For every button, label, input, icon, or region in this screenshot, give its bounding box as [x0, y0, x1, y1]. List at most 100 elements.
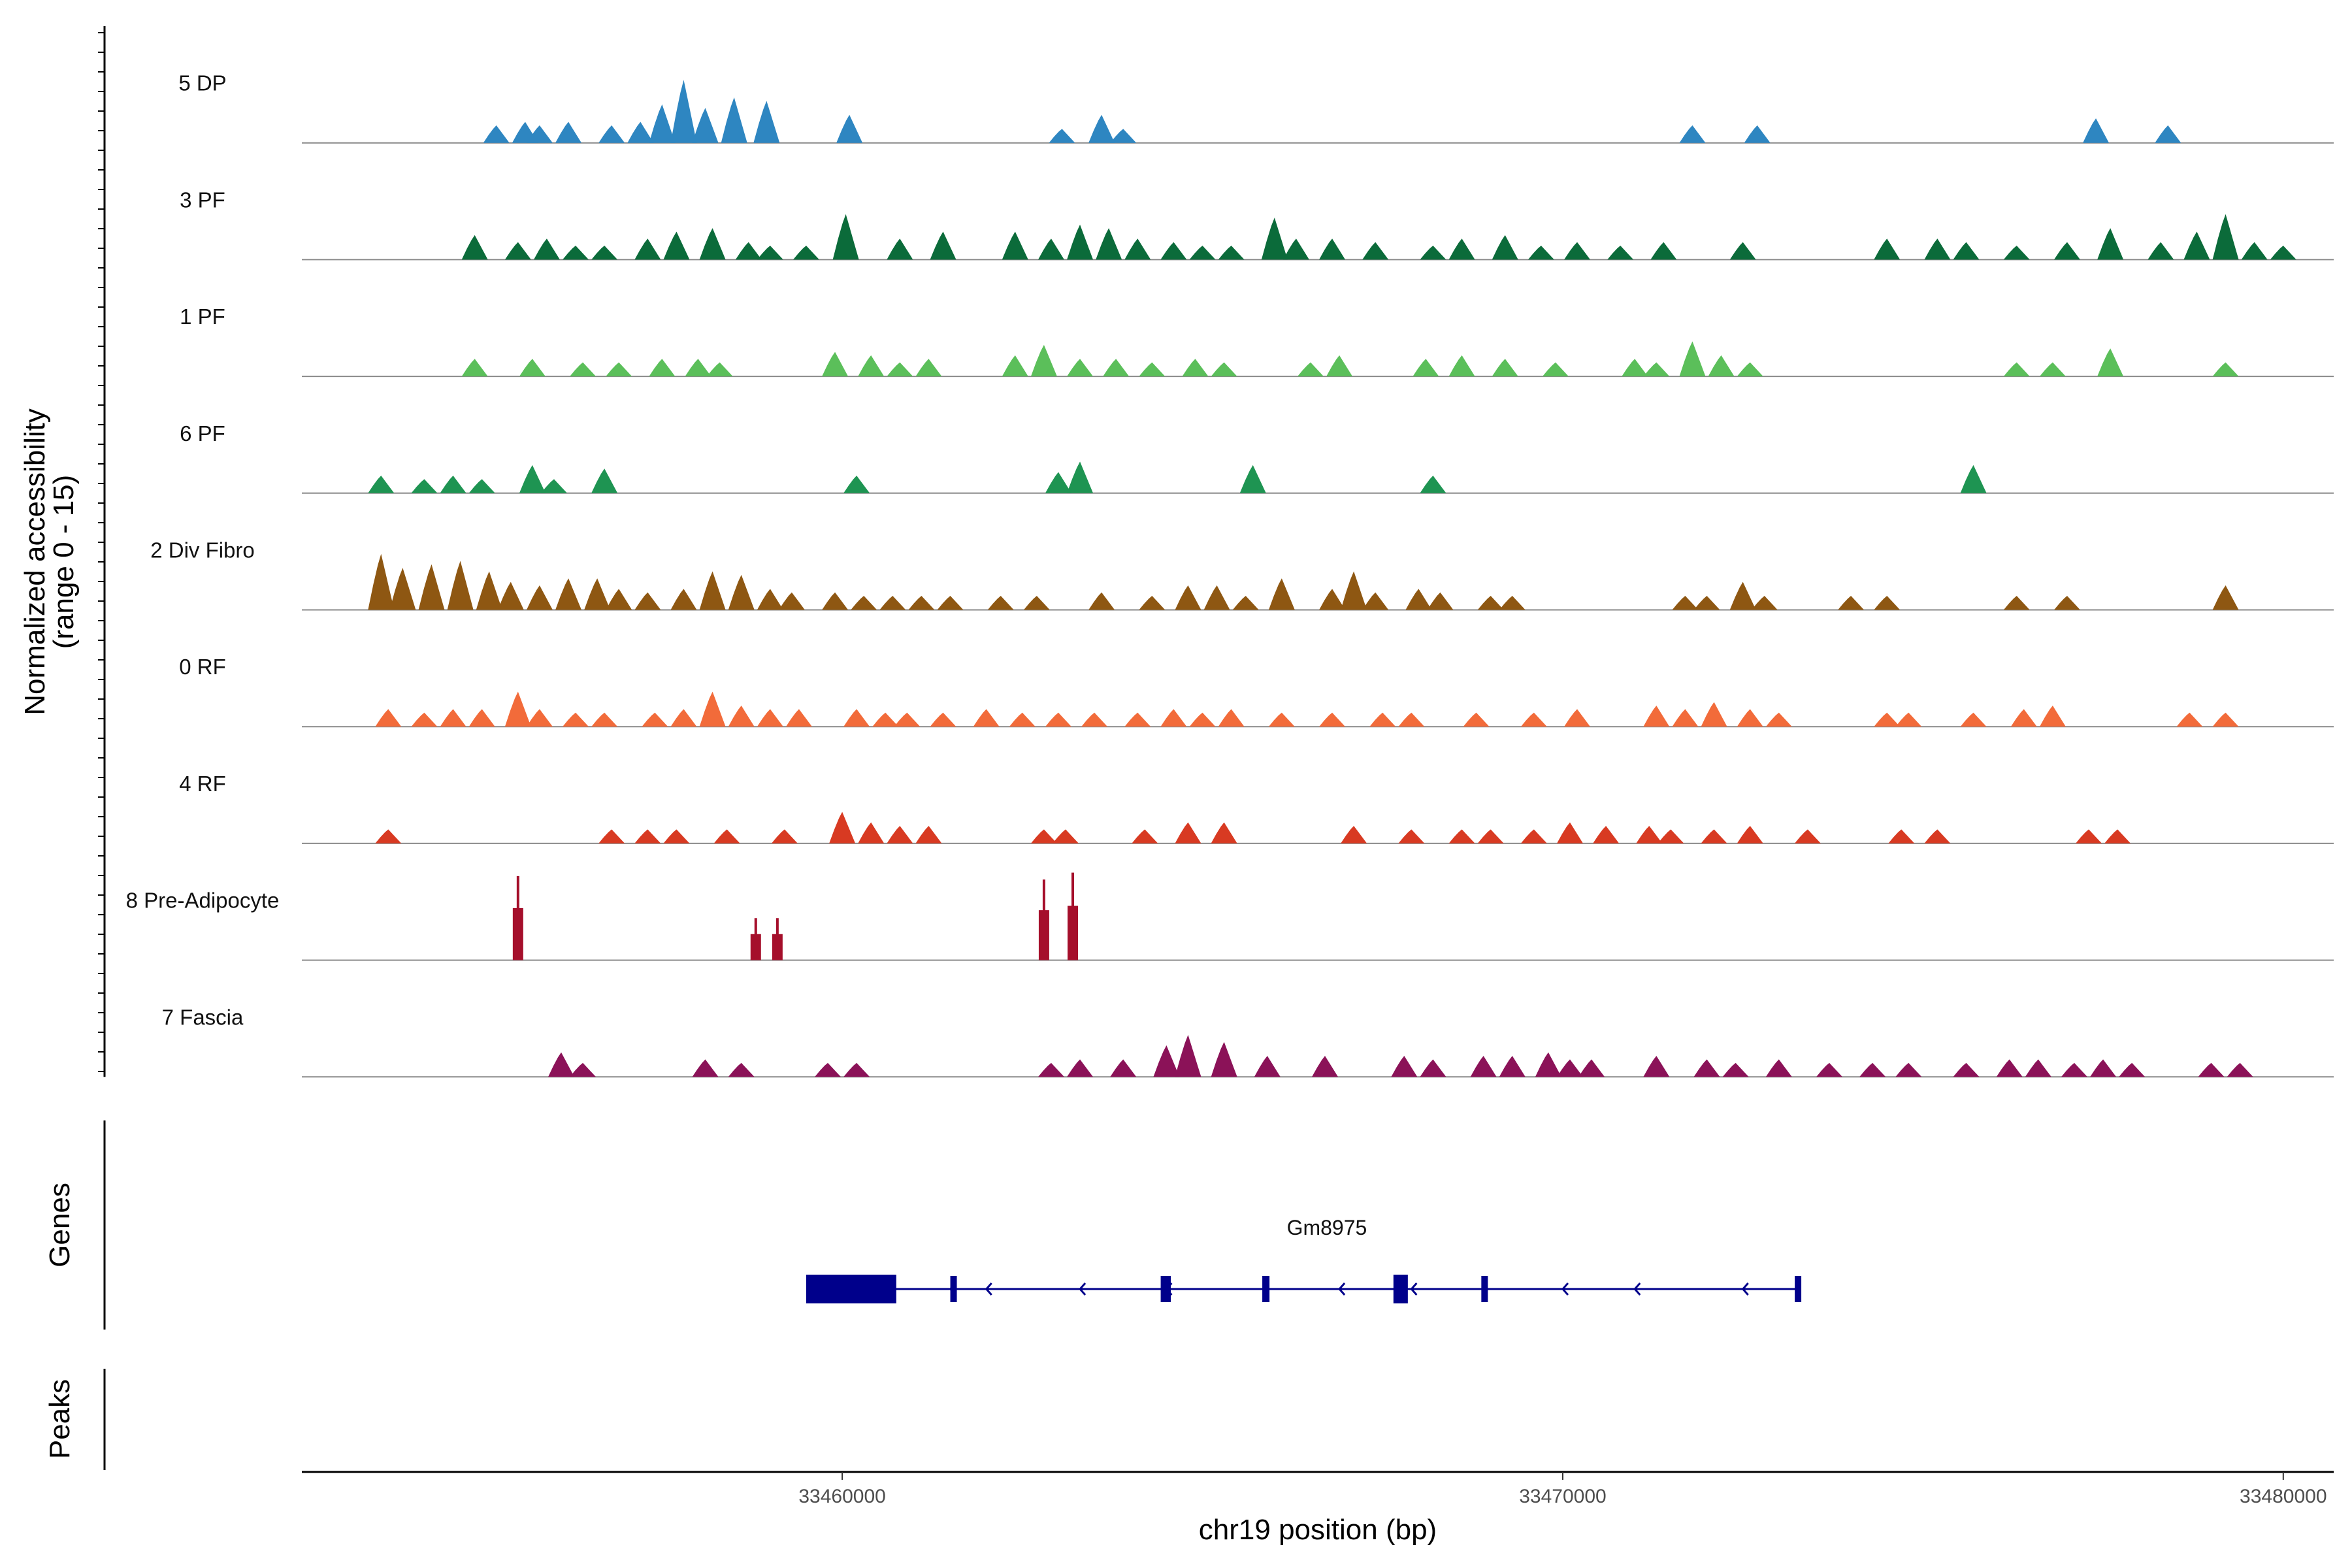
- coverage-peak: [1037, 238, 1064, 260]
- coverage-peak: [1492, 359, 1518, 377]
- coverage-peak: [1960, 712, 1987, 727]
- coverage-peak: [1312, 1056, 1339, 1077]
- coverage-peak: [1139, 362, 1166, 377]
- coverage-peak: [757, 589, 783, 610]
- coverage-peak: [1067, 1059, 1094, 1077]
- x-tick-label: 33460000: [798, 1486, 885, 1507]
- coverage-peak: [973, 709, 1000, 727]
- coverage-peak: [1722, 1062, 1749, 1077]
- coverage-peak: [1737, 709, 1763, 727]
- coverage-peak: [1362, 242, 1389, 260]
- coverage-peak: [584, 578, 611, 610]
- coverage-peak: [1816, 1062, 1843, 1077]
- coverage-peak: [1420, 245, 1446, 260]
- track-4-rf: 4 RF: [179, 772, 2334, 844]
- coverage-peak: [832, 214, 859, 260]
- coverage-peak: [634, 592, 661, 610]
- coverage-peak: [887, 362, 913, 377]
- coverage-peak: [1729, 242, 1756, 260]
- coverage-peak: [735, 242, 762, 260]
- coverage-peak: [504, 242, 531, 260]
- coverage-peak: [1470, 1056, 1497, 1077]
- coverage-peak: [1658, 829, 1684, 843]
- coverage-peak: [2053, 242, 2080, 260]
- coverage-peak: [728, 574, 755, 610]
- coverage-peak: [2097, 348, 2124, 377]
- coverage-peak: [1124, 238, 1151, 260]
- coverage-peak: [1953, 1062, 1980, 1077]
- coverage-peak: [375, 829, 402, 843]
- coverage-peak: [606, 589, 632, 610]
- coverage-peak: [1189, 712, 1216, 727]
- gene-exon: [950, 1276, 957, 1302]
- coverage-peak: [519, 359, 546, 377]
- track-2-div-fibro: 2 Div Fibro: [150, 538, 2334, 611]
- coverage-peak: [1499, 596, 1526, 610]
- coverage-peak: [2003, 362, 2030, 377]
- coverage-peak: [1556, 822, 1583, 843]
- coverage-peak: [1672, 709, 1699, 727]
- coverage-peak: [1477, 596, 1504, 610]
- coverage-peak: [670, 589, 697, 610]
- coverage-peak: [1268, 712, 1295, 727]
- coverage-peak: [2155, 125, 2181, 143]
- coverage-peak: [1542, 362, 1569, 377]
- coverage-peak: [440, 709, 466, 727]
- coverage-peak: [1693, 596, 1720, 610]
- coverage-peak: [1182, 359, 1209, 377]
- coverage-peak: [1477, 829, 1504, 843]
- coverage-peak: [858, 822, 885, 843]
- coverage-peak: [1535, 1052, 1561, 1077]
- coverage-peak: [692, 1059, 719, 1077]
- coverage-peak: [1175, 585, 1201, 610]
- coverage-peak: [1420, 1059, 1446, 1077]
- coverage-peak: [1448, 238, 1475, 260]
- coverage-peak: [1110, 129, 1137, 143]
- coverage-peak: [468, 479, 495, 493]
- coverage-peak: [2176, 712, 2203, 727]
- coverage-peak: [1499, 1056, 1526, 1077]
- coverage-peak: [1319, 712, 1346, 727]
- coverage-peak: [2010, 709, 2037, 727]
- coverage-peak: [1492, 235, 1518, 260]
- coverage-peak: [987, 596, 1014, 610]
- coverage-peak: [555, 122, 582, 143]
- strand-arrow: [1633, 1282, 1641, 1296]
- coverage-peak: [1002, 231, 1028, 260]
- coverage-peak: [1037, 1062, 1064, 1077]
- coverage-peak: [1765, 1059, 1792, 1077]
- coverage-peak: [1751, 596, 1778, 610]
- track-label: 4 RF: [179, 772, 226, 796]
- track-label: 5 DP: [178, 71, 226, 95]
- coverage-peak: [1096, 228, 1122, 260]
- coverage-peak: [937, 596, 964, 610]
- coverage-peak: [1737, 362, 1763, 377]
- coverage-peak: [1564, 242, 1591, 260]
- y-axis-title-line2: (range 0 - 15): [48, 475, 80, 649]
- coverage-peak: [1398, 829, 1425, 843]
- strand-arrow: [949, 1282, 956, 1296]
- coverage-peak: [368, 553, 395, 610]
- coverage-peak: [1960, 465, 1987, 493]
- coverage-peak: [1895, 1062, 1922, 1077]
- coverage-peak: [1405, 589, 1432, 610]
- track-1-pf: 1 PF: [180, 304, 2334, 378]
- track-label: 6 PF: [180, 421, 225, 446]
- coverage-peak: [829, 811, 856, 843]
- coverage-peak: [1211, 822, 1237, 843]
- coverage-peak: [1030, 829, 1057, 843]
- x-axis-ticks: 33460000 33470000 33480000: [798, 1472, 2327, 1507]
- coverage-peak: [1953, 242, 1980, 260]
- coverage-peak: [851, 596, 877, 610]
- coverage-peak: [699, 571, 726, 610]
- coverage-peak: [1297, 362, 1324, 377]
- coverage-peak: [858, 355, 885, 377]
- coverage-tracks: 5 DP 3 PF 1 PF 6 PF 2 Div Fibro 0 RF 4 RF 8 Pre…: [126, 71, 2334, 1078]
- coverage-peak: [1794, 829, 1821, 843]
- track-8-pre-adipocyte: 8 Pre-Adipocyte: [126, 872, 2334, 961]
- coverage-peak: [563, 712, 589, 727]
- coverage-peak: [1643, 362, 1670, 377]
- coverage-peak: [598, 829, 625, 843]
- coverage-peak: [1319, 238, 1346, 260]
- coverage-peak: [670, 80, 697, 143]
